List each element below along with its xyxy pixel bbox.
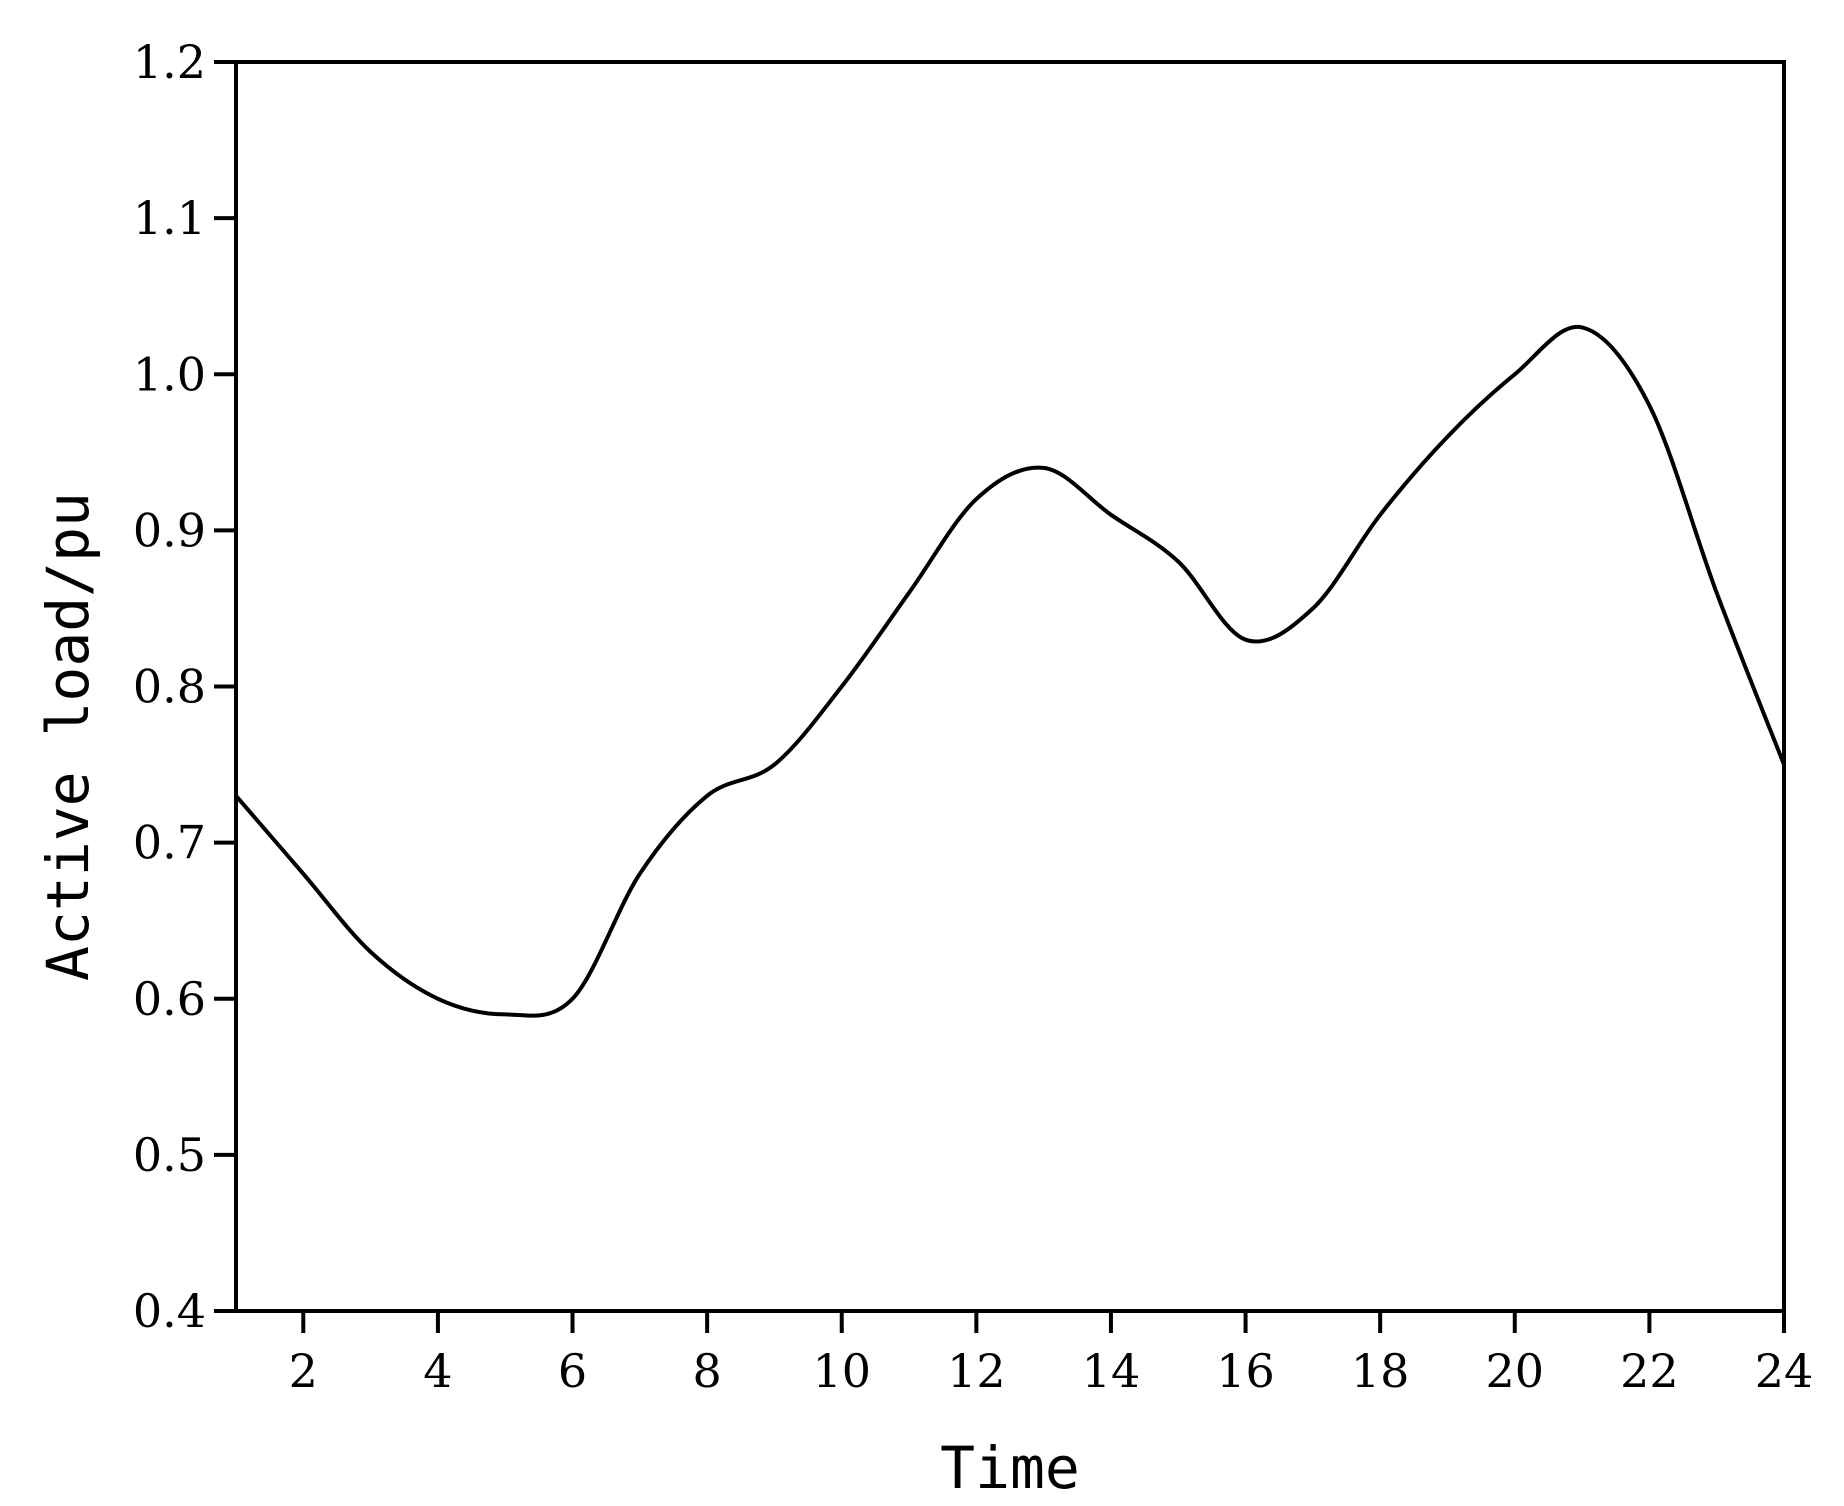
y-axis-ticks: 0.4 0.5 0.6 0.7 0.8 0.9 1.0 1.1 1.2: [133, 35, 236, 1338]
x-tick-label: 4: [423, 1344, 452, 1398]
y-tick-label: 0.6: [133, 972, 206, 1026]
y-tick-label: 1.2: [133, 35, 206, 89]
series-line: [234, 324, 1786, 1018]
y-tick-label: 0.9: [133, 503, 206, 557]
x-tick-label: 18: [1351, 1344, 1410, 1398]
x-tick-label: 16: [1216, 1344, 1275, 1398]
y-tick-label: 0.5: [133, 1128, 206, 1182]
x-tick-label: 14: [1082, 1344, 1141, 1398]
x-tick-label: 24: [1755, 1344, 1814, 1398]
x-tick-label: 8: [692, 1344, 721, 1398]
y-tick-label: 1.0: [133, 347, 206, 401]
y-tick-label: 0.8: [133, 660, 206, 714]
plot-frame: [234, 60, 1786, 1313]
y-tick-label: 1.1: [133, 191, 206, 245]
y-axis-label: Active load/pu: [34, 492, 102, 981]
y-tick-label: 0.7: [133, 816, 206, 870]
x-tick-label: 12: [947, 1344, 1006, 1398]
x-axis-label: Time: [940, 1434, 1080, 1502]
x-tick-label: 6: [558, 1344, 587, 1398]
x-axis-ticks: 2 4 6 8 10 12 14 16 18 20 22 24: [289, 1311, 1814, 1398]
x-tick-label: 20: [1486, 1344, 1545, 1398]
x-tick-label: 10: [812, 1344, 871, 1398]
x-tick-label: 22: [1620, 1344, 1679, 1398]
y-tick-label: 0.4: [133, 1284, 206, 1338]
x-tick-label: 2: [289, 1344, 318, 1398]
